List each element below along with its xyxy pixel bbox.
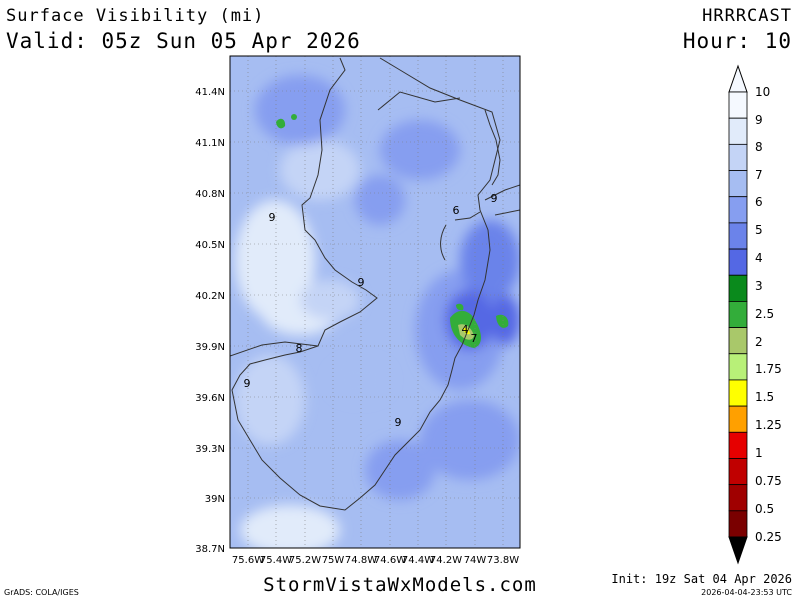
contour-label: 8 [296,342,303,355]
valid-time: Valid: 05z Sun 05 Apr 2026 [6,29,361,53]
lat-label: 38.7N [195,544,225,555]
contour-label: 9 [269,211,276,224]
lon-label: 74W [464,555,487,566]
legend-label: 7 [755,168,763,182]
legend-color-box [728,143,748,171]
lat-label: 41.1N [195,138,225,149]
legend-label: 2 [755,335,763,349]
grads-credit: GrADS: COLA/IGES [4,588,79,597]
lon-label: 74.4W [402,555,434,566]
contour-label: 9 [358,276,365,289]
lon-label: 74.6W [374,555,406,566]
contour-label: 9 [395,416,402,429]
legend-label: 5 [755,223,763,237]
legend-color-box [728,431,748,459]
legend-label: 3 [755,279,763,293]
legend-label: 2.5 [755,307,774,321]
legend-label: 0.25 [755,530,782,544]
contour-labels: 9 6 9 9 8 9 9 7 4 [244,192,498,429]
contour-label: 9 [244,377,251,390]
legend-top-arrow [728,64,748,93]
product-title: Surface Visibility (mi) [6,6,265,26]
lon-label: 75.6W [232,555,264,566]
lon-label: 73.8W [487,555,519,566]
generated-time: 2026-04-04-23:53 UTC [701,588,792,597]
legend-label: 9 [755,113,763,127]
lat-label: 40.2N [195,291,225,302]
graticule [230,56,520,548]
legend-color-box [728,405,748,433]
legend-label: 0.5 [755,502,774,516]
longitude-labels: 75.6W 75.4W 75.2W 75W 74.8W 74.6W 74.4W … [232,555,519,566]
legend-color-box [728,458,748,486]
lat-label: 40.8N [195,189,225,200]
forecast-hour: Hour: 10 [682,29,792,53]
legend-label: 8 [755,140,763,154]
legend-label: 6 [755,195,763,209]
legend-color-box [728,91,748,119]
legend-color-box [728,379,748,407]
state-boundaries [230,57,520,511]
contour-label: 4 [462,323,469,336]
legend-color-box [728,327,748,355]
legend-label: 1.75 [755,362,782,376]
lat-label: 41.4N [195,87,225,98]
latitude-labels: 41.4N 41.1N 40.8N 40.5N 40.2N 39.9N 39.6… [195,87,225,555]
legend-color-box [728,353,748,381]
lon-label: 75.2W [289,555,321,566]
legend-label: 4 [755,251,763,265]
lat-label: 39.3N [195,444,225,455]
lon-label: 75.4W [260,555,292,566]
legend-color-box [728,117,748,145]
lat-label: 39.6N [195,393,225,404]
legend-color-box [728,248,748,276]
init-time: Init: 19z Sat 04 Apr 2026 [611,572,792,586]
legend-color-box [728,170,748,198]
legend-color-box [728,510,748,538]
legend-label: 10 [755,85,770,99]
lon-label: 74.8W [345,555,377,566]
legend-label: 1.5 [755,390,774,404]
legend-bottom-arrow [728,536,748,565]
website-name: StormVistaWxModels.com [263,574,537,596]
visibility-field [230,56,520,548]
lat-label: 39.9N [195,342,225,353]
lon-label: 75W [322,555,345,566]
contour-label: 6 [453,204,460,217]
map-frame [229,55,521,549]
model-name: HRRRCAST [702,6,792,26]
legend-color-box [728,196,748,224]
legend-label: 1 [755,446,763,460]
legend-label: 0.75 [755,474,782,488]
lat-label: 39N [205,494,225,505]
contour-label: 9 [491,192,498,205]
lon-label: 74.2W [430,555,462,566]
legend-color-box [728,222,748,250]
contour-label: 7 [471,332,478,345]
legend-label: 1.25 [755,418,782,432]
lat-label: 40.5N [195,240,225,251]
legend-color-box [728,301,748,328]
legend-boxes [728,91,748,538]
legend-labels: 10 9 8 7 6 5 4 3 2.5 2 1.75 1.5 1.25 1 0… [755,85,782,544]
legend-color-box [728,484,748,512]
legend-color-box [728,274,748,302]
